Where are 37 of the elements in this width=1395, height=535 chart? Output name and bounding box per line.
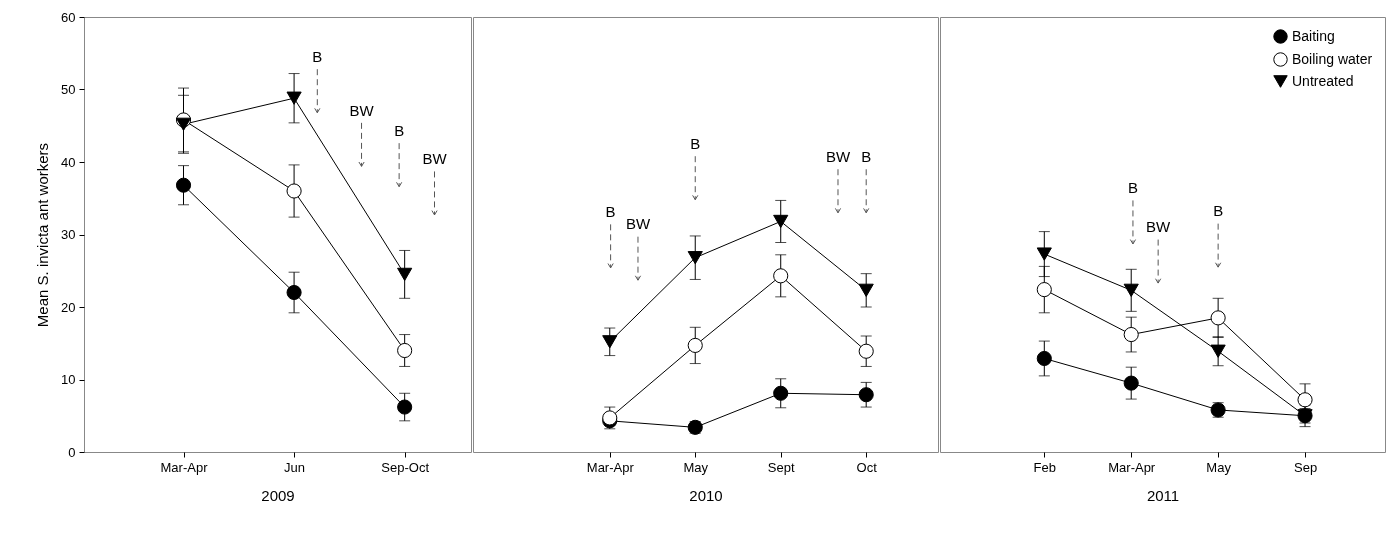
annotation: B [312,47,323,65]
x-tick-label: Mar-Apr [1108,459,1156,475]
y-tick-label: 50 [61,82,76,97]
x-axis-title: 2010 [689,486,723,504]
annotation: B [394,121,405,139]
annotation: BW [825,147,851,165]
annotation: BW [625,215,651,233]
annotation: BW [422,150,448,168]
legend-label: Untreated [1292,72,1354,89]
x-tick-label: Sept [767,459,795,475]
x-tick-label: Jun [284,459,306,475]
annotation: B [690,134,701,152]
annotation: B [1127,179,1138,197]
legend-label: Baiting [1292,27,1335,44]
y-axis-title: Mean S. invicta ant workers [34,142,52,328]
x-tick-label: Sep [1293,459,1318,475]
annotation: B [605,203,616,220]
y-tick-label: 20 [61,299,76,315]
x-axis-title: 2009 [261,486,295,504]
annotation: B [1213,202,1224,220]
y-tick-label: 40 [61,154,76,170]
annotation: BW [349,101,375,119]
x-tick-label: May [683,459,709,475]
x-tick-label: Mar-Apr [160,459,209,475]
annotation: B [861,147,872,165]
x-tick-label: Feb [1033,459,1056,475]
x-axis-title: 2011 [1146,486,1180,504]
y-tick-label: 0 [68,444,76,460]
annotation: BW [1146,218,1172,236]
x-tick-label: Sep-Oct [381,459,430,475]
x-tick-label: Oct [856,459,878,475]
legend-label: Boiling water [1292,50,1373,67]
y-tick-label: 10 [61,372,76,387]
y-tick-label: 60 [61,9,76,25]
x-tick-label: May [1206,459,1232,475]
y-tick-label: 30 [61,227,76,242]
x-tick-label: Mar-Apr [586,459,635,475]
